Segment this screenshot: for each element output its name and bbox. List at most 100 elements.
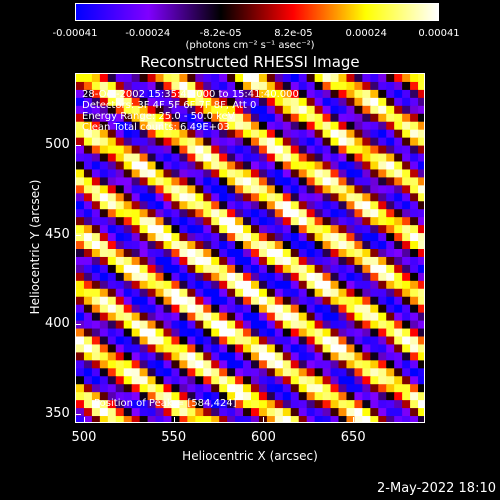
heatmap-cell	[155, 121, 165, 131]
heatmap-cell	[290, 392, 300, 401]
heatmap-cell	[338, 312, 348, 322]
heatmap-cell	[266, 312, 276, 322]
heatmap-cell	[266, 177, 276, 186]
heatmap-cell	[171, 201, 180, 210]
heatmap-cell	[402, 264, 411, 274]
heatmap-cell	[338, 177, 348, 186]
heatmap-cell	[115, 193, 125, 202]
heatmap-cell	[155, 177, 165, 186]
heatmap-cell	[338, 344, 348, 353]
heatmap-cell	[227, 296, 236, 306]
heatmap-cell	[76, 145, 85, 155]
heatmap-cell	[314, 137, 324, 147]
heatmap-cell	[362, 129, 371, 139]
heatmap-cell	[338, 256, 348, 266]
heatmap-cell	[274, 153, 284, 163]
heatmap-cell	[99, 416, 109, 422]
heatmap-cell	[187, 233, 196, 242]
heatmap-cell	[179, 201, 188, 210]
y-tick-mark	[75, 414, 81, 416]
heatmap-cell	[115, 137, 125, 147]
heatmap-cell	[155, 241, 165, 250]
heatmap-cell	[402, 105, 411, 115]
heatmap-cell	[314, 344, 324, 353]
heatmap-cell	[195, 121, 204, 131]
heatmap-cell	[195, 129, 204, 139]
heatmap-cell	[330, 153, 340, 163]
heatmap-cell	[99, 392, 109, 401]
heatmap-cell	[147, 344, 157, 353]
heatmap-cell	[235, 336, 244, 346]
heatmap-cell	[115, 368, 125, 377]
heatmap-cell	[187, 384, 196, 393]
heatmap-cell	[155, 137, 165, 147]
heatmap-cell	[211, 416, 220, 422]
heatmap-cell	[394, 408, 403, 417]
heatmap-cell	[203, 137, 212, 147]
heatmap-cell	[251, 209, 260, 218]
heatmap-cell	[282, 97, 292, 107]
heatmap-cell	[91, 209, 101, 218]
heatmap-cell	[282, 113, 292, 123]
heatmap-cell	[378, 272, 387, 282]
heatmap-cell	[115, 320, 125, 330]
heatmap-cell	[330, 217, 340, 226]
x-tick-label: 500	[71, 430, 97, 445]
heatmap-cell	[107, 376, 117, 385]
heatmap-cell	[115, 416, 125, 422]
heatmap-cell	[322, 360, 332, 369]
heatmap-cell	[386, 368, 395, 377]
heatmap-cell	[314, 312, 324, 322]
heatmap-cell	[99, 272, 109, 282]
heatmap-cell	[322, 249, 332, 258]
heatmap-cell	[330, 408, 340, 417]
heatmap-cell	[394, 344, 403, 353]
heatmap-cell	[378, 376, 387, 385]
heatmap-cell	[123, 352, 133, 361]
heatmap-cell	[274, 296, 284, 306]
heatmap-cell	[338, 416, 348, 422]
heatmap-cell	[298, 336, 308, 346]
heatmap-cell	[282, 408, 292, 417]
heatmap-cell	[282, 296, 292, 306]
heatmap-cell	[243, 336, 252, 346]
chart-title: Reconstructed RHESSI Image	[140, 53, 360, 71]
x-tick-mark	[353, 417, 355, 423]
heatmap-cell	[91, 121, 101, 131]
heatmap-cell	[171, 74, 180, 83]
heatmap-cell	[362, 392, 371, 401]
heatmap-cell	[274, 225, 284, 234]
heatmap-cell	[378, 225, 387, 234]
heatmap-cell	[219, 201, 228, 210]
heatmap-cell	[290, 352, 300, 361]
heatmap-cell	[338, 97, 348, 107]
heatmap-cell	[394, 225, 403, 234]
heatmap-cell	[187, 89, 196, 99]
heatmap-cell	[147, 288, 157, 298]
heatmap-cell	[83, 264, 93, 274]
heatmap-cell	[171, 280, 180, 290]
heatmap-cell	[179, 209, 188, 218]
heatmap-cell	[195, 360, 204, 369]
heatmap-cell	[306, 272, 316, 282]
heatmap-cell	[211, 256, 220, 266]
heatmap-cell	[386, 328, 395, 338]
heatmap-cell	[91, 105, 101, 115]
heatmap-cell	[91, 296, 101, 306]
heatmap-cell	[99, 201, 109, 210]
heatmap-cell	[322, 304, 332, 314]
heatmap-cell	[314, 256, 324, 266]
heatmap-cell	[243, 296, 252, 306]
heatmap-cell	[322, 400, 332, 409]
heatmap-cell	[123, 272, 133, 282]
heatmap-cell	[147, 113, 157, 123]
heatmap-cell	[386, 169, 395, 178]
heatmap-cell	[147, 209, 157, 218]
heatmap-cell	[394, 264, 403, 274]
heatmap-cell	[227, 368, 236, 377]
heatmap-cell	[107, 137, 117, 147]
heatmap-cell	[354, 288, 363, 298]
heatmap-cell	[147, 264, 157, 274]
heatmap-cell	[187, 217, 196, 226]
heatmap-cell	[211, 384, 220, 393]
